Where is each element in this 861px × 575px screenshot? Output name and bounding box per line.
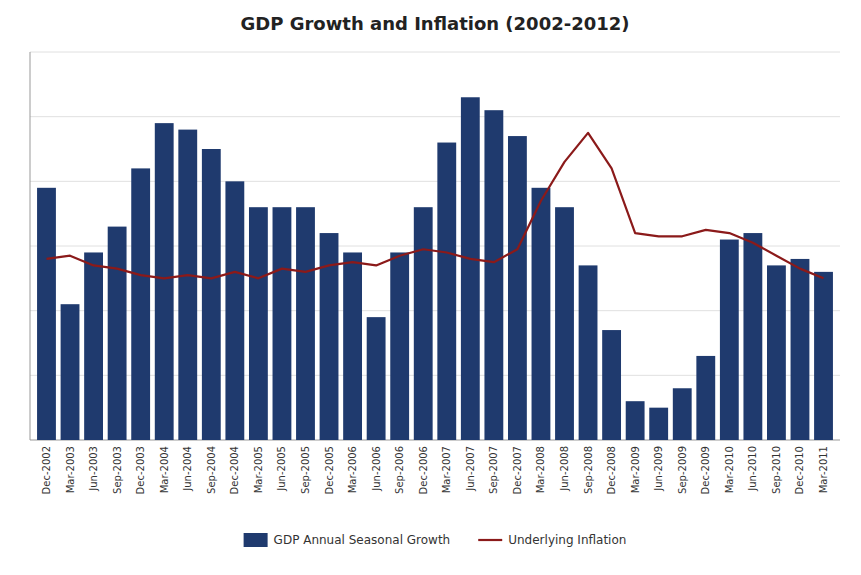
bar [791, 259, 810, 440]
bar [61, 304, 80, 440]
chart-svg: GDP Growth and Inflation (2002-2012) Dec-… [0, 0, 861, 575]
x-tick-label: Jun-2006 [371, 446, 382, 492]
bar [84, 252, 103, 440]
x-tick-label: Sep-2006 [394, 446, 405, 494]
bar [296, 207, 315, 440]
x-tick-label: Sep-2005 [300, 446, 311, 494]
y-axis-line [30, 52, 31, 440]
bar [720, 240, 739, 440]
bar [579, 265, 598, 440]
x-tick-label: Jun-2003 [88, 446, 99, 492]
x-axis-labels: Dec-2002 Mar-2003 Jun-2003 Sep-2003 Dec-2003… [41, 446, 829, 494]
x-tick-label: Dec-2008 [606, 446, 617, 494]
x-tick-label: Sep-2010 [771, 446, 782, 494]
grid [30, 52, 840, 375]
bar [155, 123, 174, 440]
x-tick-label: Dec-2005 [324, 446, 335, 494]
x-tick-label: Dec-2007 [512, 446, 523, 494]
bar [178, 130, 197, 440]
legend-label: GDP Annual Seasonal Growth [274, 533, 451, 547]
bar [367, 317, 386, 440]
x-tick-label: Mar-2007 [441, 446, 452, 493]
grid-line [30, 181, 840, 182]
bar [767, 265, 786, 440]
legend-swatch [244, 533, 268, 547]
x-tick-label: Dec-2006 [418, 446, 429, 494]
grid-line [30, 246, 840, 247]
x-tick-label: Sep-2004 [206, 446, 217, 494]
x-tick-label: Mar-2011 [818, 446, 829, 493]
bar [673, 388, 692, 440]
line [46, 133, 823, 278]
x-tick-label: Dec-2010 [794, 446, 805, 494]
x-tick-label: Mar-2008 [535, 446, 546, 493]
bar [461, 97, 480, 440]
bar [484, 110, 503, 440]
bar [532, 188, 551, 440]
x-tick-label: Jun-2009 [653, 446, 664, 492]
bar [202, 149, 221, 440]
x-tick-label: Sep-2003 [112, 446, 123, 494]
x-tick-label: Mar-2006 [347, 446, 358, 493]
grid-line [30, 116, 840, 117]
bar [626, 401, 645, 440]
legend-swatch [478, 539, 502, 541]
chart-container: GDP Growth and Inflation (2002-2012) Dec-… [0, 0, 861, 575]
bar [390, 252, 409, 440]
x-tick-label: Dec-2004 [229, 446, 240, 494]
x-tick-label: Jun-2007 [465, 446, 476, 492]
bar [814, 272, 833, 440]
x-tick-label: Dec-2003 [135, 446, 146, 494]
x-axis-line [30, 440, 840, 441]
bar [414, 207, 433, 440]
x-tick-label: Dec-2009 [700, 446, 711, 494]
bar [649, 408, 668, 440]
bar [743, 233, 762, 440]
bar [37, 188, 56, 440]
legend-item: GDP Annual Seasonal Growth [244, 533, 451, 547]
grid-line [30, 375, 840, 376]
x-tick-label: Sep-2009 [677, 446, 688, 494]
x-tick-label: Jun-2004 [182, 446, 193, 492]
x-tick-label: Jun-2005 [276, 446, 287, 492]
bar [249, 207, 268, 440]
x-tick-label: Sep-2007 [488, 446, 499, 494]
bar [555, 207, 574, 440]
grid-line [30, 52, 840, 53]
bar [131, 168, 150, 440]
bar [108, 227, 127, 440]
legend-item: Underlying Inflation [478, 533, 626, 547]
x-tick-label: Jun-2010 [747, 446, 758, 492]
x-tick-label: Mar-2005 [253, 446, 264, 493]
x-tick-label: Mar-2010 [724, 446, 735, 493]
bar [437, 143, 456, 440]
bar [696, 356, 715, 440]
x-tick-label: Mar-2009 [630, 446, 641, 493]
bar [508, 136, 527, 440]
bar [602, 330, 621, 440]
x-tick-label: Dec-2002 [41, 446, 52, 494]
legend: GDP Annual Seasonal Growth Underlying Inf… [244, 533, 627, 547]
bar [273, 207, 292, 440]
x-tick-label: Mar-2003 [65, 446, 76, 493]
x-tick-label: Sep-2008 [583, 446, 594, 494]
x-tick-label: Jun-2008 [559, 446, 570, 492]
plot-marks [37, 97, 833, 440]
bar [225, 181, 244, 440]
grid-line [30, 310, 840, 311]
bar [343, 252, 362, 440]
legend-label: Underlying Inflation [508, 533, 626, 547]
chart-title: GDP Growth and Inflation (2002-2012) [241, 13, 630, 34]
x-tick-label: Mar-2004 [159, 446, 170, 493]
